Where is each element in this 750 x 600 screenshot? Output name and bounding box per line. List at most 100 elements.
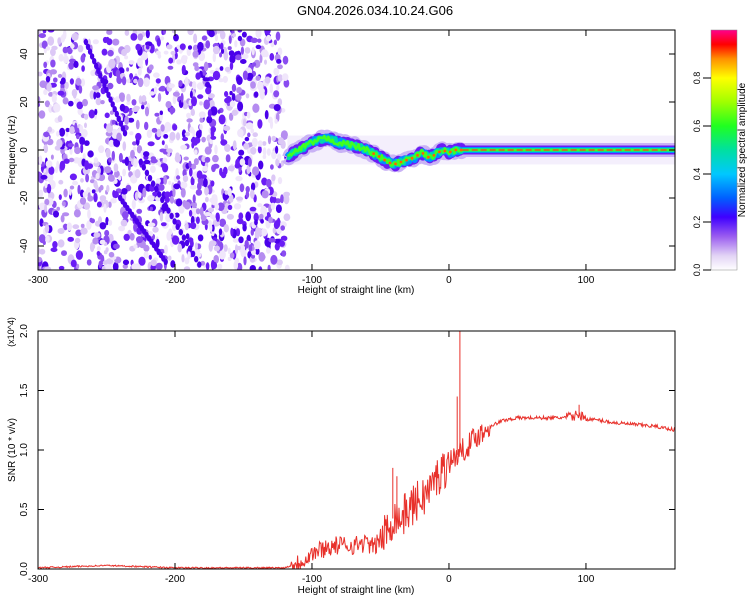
noise-blob: [130, 174, 138, 184]
noise-blob: [193, 158, 199, 166]
noise-blob: [131, 263, 137, 270]
noise-blob: [88, 109, 96, 119]
noise-blob: [104, 230, 109, 236]
noise-blob: [190, 222, 197, 230]
noise-blob: [259, 53, 263, 64]
noise-blob: [143, 159, 151, 165]
noise-blob: [84, 160, 90, 171]
noise-blob: [214, 203, 220, 211]
noise-blob: [170, 50, 176, 56]
noise-blob: [234, 244, 239, 255]
noise-blob: [272, 227, 277, 234]
noise-blob: [92, 39, 99, 45]
noise-blob: [91, 244, 96, 249]
noise-blob: [160, 163, 168, 168]
noise-blob: [58, 194, 62, 201]
noise-blob: [85, 173, 89, 183]
noise-blob: [140, 51, 148, 61]
noise-blob: [153, 86, 158, 95]
noise-blob: [258, 266, 263, 270]
noise-blob: [124, 156, 129, 166]
noise-blob: [245, 211, 252, 222]
noise-blob: [192, 50, 199, 58]
noise-blob: [107, 174, 115, 182]
colorbar-tick-label: 0.2: [692, 216, 702, 229]
noise-blob: [77, 45, 84, 53]
noise-blob: [104, 112, 110, 119]
noise-streak: [106, 91, 111, 99]
noise-streak: [163, 202, 168, 209]
noise-blob: [108, 251, 115, 258]
noise-blob: [183, 156, 189, 161]
noise-blob: [112, 38, 120, 46]
noise-blob: [84, 205, 88, 210]
noise-blob: [197, 94, 204, 99]
noise-blob: [280, 235, 288, 242]
noise-blob: [53, 210, 59, 218]
noise-blob: [50, 247, 58, 253]
noise-blob: [236, 218, 244, 225]
noise-blob: [283, 79, 290, 88]
noise-blob: [280, 130, 288, 141]
noise-blob: [48, 92, 54, 97]
noise-streak: [87, 48, 93, 55]
noise-blob: [58, 265, 65, 270]
noise-blob: [202, 77, 210, 82]
noise-blob: [165, 101, 172, 109]
noise-blob: [108, 201, 112, 208]
noise-blob: [162, 30, 167, 35]
trace-peak: [377, 155, 381, 158]
noise-blob: [68, 100, 74, 107]
noise-blob: [250, 128, 254, 134]
noise-blob: [132, 141, 137, 146]
noise-streak: [112, 106, 117, 113]
noise-blob: [244, 136, 250, 142]
noise-blob: [210, 259, 215, 270]
noise-streak: [102, 82, 107, 89]
noise-blob: [118, 152, 123, 163]
noise-blob: [253, 212, 259, 222]
noise-blob: [47, 30, 55, 33]
noise-blob: [103, 203, 107, 213]
noise-blob: [190, 108, 195, 116]
noise-blob: [91, 189, 96, 194]
noise-blob: [271, 150, 277, 160]
noise-blob: [211, 164, 216, 173]
noise-blob: [53, 77, 58, 83]
noise-blob: [38, 266, 41, 270]
trace-peak: [399, 160, 403, 164]
noise-blob: [57, 239, 65, 248]
noise-blob: [110, 198, 117, 204]
noise-blob: [267, 264, 271, 270]
noise-blob: [235, 54, 242, 61]
x-tick-label: -200: [165, 275, 185, 286]
doppler-trace: [281, 129, 675, 173]
noise-blob: [62, 30, 67, 40]
noise-blob: [126, 100, 131, 106]
noise-blob: [38, 155, 43, 165]
noise-blob: [197, 234, 204, 242]
noise-blob: [124, 30, 130, 36]
noise-blob: [274, 119, 278, 124]
noise-blob: [159, 110, 163, 116]
noise-blob: [62, 97, 69, 105]
noise-blob: [70, 259, 77, 268]
noise-blob: [121, 76, 127, 86]
noise-blob: [246, 164, 251, 175]
noise-blob: [164, 191, 171, 198]
noise-blob: [251, 137, 258, 148]
noise-blob: [146, 129, 153, 139]
noise-blob: [187, 30, 194, 36]
noise-blob: [217, 263, 223, 270]
noise-blob: [175, 132, 181, 141]
noise-blob: [232, 238, 240, 243]
noise-blob: [123, 233, 130, 241]
noise-blob: [72, 224, 80, 230]
noise-blob: [87, 192, 91, 200]
noise-blob: [277, 137, 285, 145]
noise-blob: [82, 98, 88, 107]
noise-blob: [172, 124, 178, 131]
x-tick-label: 0: [446, 275, 452, 286]
trace-peak: [459, 148, 463, 152]
noise-blob: [105, 148, 111, 158]
